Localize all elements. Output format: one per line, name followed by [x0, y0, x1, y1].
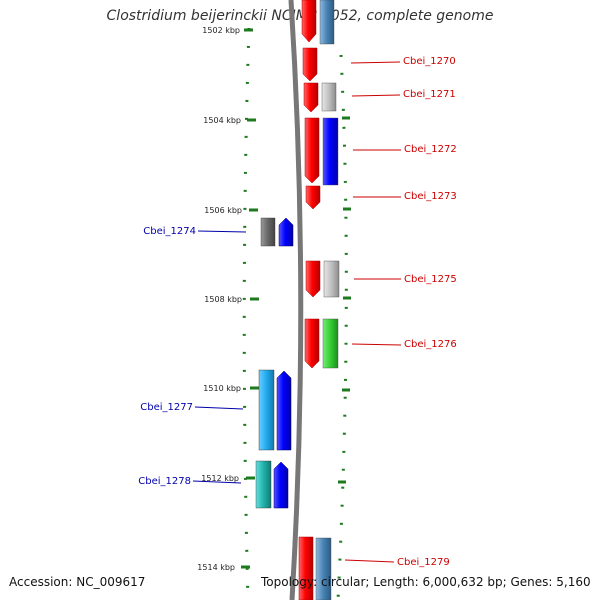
scale-ticks	[241, 28, 259, 569]
scale-label: 1508 kbp	[204, 295, 242, 304]
scale-label: 1504 kbp	[203, 116, 241, 125]
cds-arrow-red[interactable]	[302, 47, 318, 82]
cog-feature-gray[interactable]	[323, 260, 340, 298]
inner-dotted-track	[242, 27, 251, 600]
gene-label-right[interactable]: Cbei_1279	[397, 557, 450, 568]
cog-feature-cyan[interactable]	[258, 369, 275, 451]
cds-arrow-red[interactable]	[298, 536, 314, 600]
cds-arrow-red[interactable]	[305, 260, 321, 298]
gene-label-right[interactable]: Cbei_1270	[403, 56, 456, 67]
outer-dotted-track	[336, 54, 348, 600]
gene-label-right[interactable]: Cbei_1276	[404, 339, 457, 350]
cog-feature-steelblue[interactable]	[319, 0, 335, 45]
gene-label-left[interactable]: Cbei_1277	[140, 402, 193, 413]
gene-label-right[interactable]: Cbei_1271	[403, 89, 456, 100]
cog-feature-darkgray[interactable]	[260, 217, 276, 247]
scale-label: 1506 kbp	[204, 206, 242, 215]
right-leader-lines	[344, 61, 402, 563]
backbone-arc	[288, 0, 304, 600]
scale-label: 1502 kbp	[202, 26, 240, 35]
gene-label-right[interactable]: Cbei_1273	[404, 191, 457, 202]
forward-cds-track	[298, 0, 321, 600]
function-track-left	[255, 217, 276, 509]
reverse-cds-track	[273, 217, 294, 509]
scale-label: 1512 kbp	[201, 474, 239, 483]
cog-feature-steelblue[interactable]	[315, 537, 332, 600]
left-leader-lines	[192, 230, 247, 484]
function-track-right	[315, 0, 340, 600]
gene-label-left[interactable]: Cbei_1274	[143, 226, 196, 237]
cds-arrow-red[interactable]	[304, 117, 320, 184]
cds-arrow-blue[interactable]	[278, 217, 294, 247]
cds-arrow-blue[interactable]	[276, 370, 292, 451]
cds-arrow-red[interactable]	[304, 318, 320, 369]
outer-ticks	[338, 116, 351, 484]
cog-feature-green[interactable]	[322, 318, 339, 369]
cog-feature-gray[interactable]	[321, 82, 337, 112]
cds-arrow-red[interactable]	[303, 82, 319, 113]
cog-feature-teal[interactable]	[255, 460, 272, 509]
gene-label-left[interactable]: Cbei_1278	[138, 476, 191, 487]
scale-label: 1510 kbp	[203, 384, 241, 393]
gene-label-right[interactable]: Cbei_1272	[404, 144, 457, 155]
accession-label: Accession: NC_009617	[9, 575, 146, 589]
topology-label: Topology: circular; Length: 6,000,632 bp…	[261, 575, 591, 589]
cds-arrow-red[interactable]	[301, 0, 317, 43]
cds-arrow-blue[interactable]	[273, 461, 289, 509]
cds-arrow-red[interactable]	[305, 185, 321, 210]
gene-label-right[interactable]: Cbei_1275	[404, 274, 457, 285]
cog-feature-blue[interactable]	[322, 117, 339, 186]
map-title: Clostridium beijerinckii NCIMB 8052, com…	[106, 8, 494, 24]
scale-label: 1514 kbp	[197, 563, 235, 572]
